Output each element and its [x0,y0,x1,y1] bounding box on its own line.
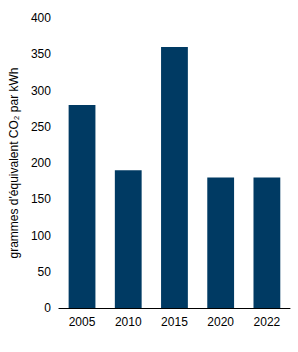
svg-text:2015: 2015 [161,315,188,329]
svg-text:2005: 2005 [69,315,96,329]
svg-text:200: 200 [31,156,51,170]
svg-text:50: 50 [38,265,52,279]
svg-text:250: 250 [31,120,51,134]
svg-text:100: 100 [31,229,51,243]
svg-text:2010: 2010 [115,315,142,329]
svg-text:300: 300 [31,84,51,98]
svg-text:2020: 2020 [207,315,234,329]
svg-text:2022: 2022 [254,315,281,329]
svg-text:0: 0 [44,301,51,315]
svg-text:grammes d'équivalent CO₂ par k: grammes d'équivalent CO₂ par kWh [7,67,21,258]
svg-text:150: 150 [31,192,51,206]
svg-text:400: 400 [31,11,51,25]
svg-text:350: 350 [31,47,51,61]
